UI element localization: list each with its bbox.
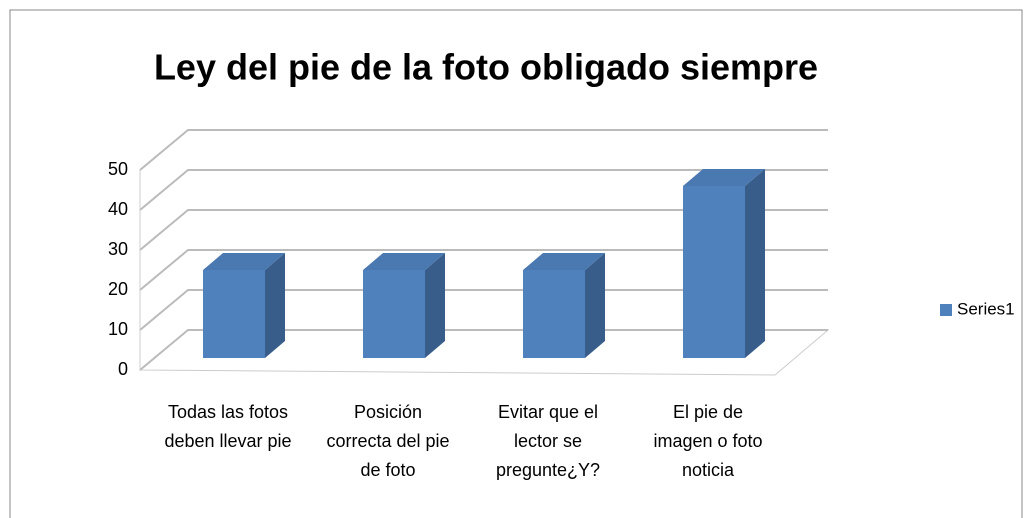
y-tick-label: 0 <box>118 359 128 379</box>
bar <box>523 253 605 358</box>
legend-swatch <box>940 304 952 316</box>
bar-front <box>363 270 425 358</box>
bar <box>203 253 285 358</box>
bar-top <box>363 253 445 270</box>
bar-top <box>523 253 605 270</box>
grid-line <box>139 169 828 211</box>
grid-line <box>139 329 828 371</box>
bar-side <box>585 253 605 358</box>
bar-side <box>745 169 765 358</box>
bar-front <box>683 186 745 358</box>
y-tick-label: 10 <box>108 319 128 339</box>
bar-side <box>425 253 445 358</box>
bar-front <box>203 270 265 358</box>
x-tick-label: Posición correcta del pie de foto <box>326 402 450 480</box>
x-tick-label: El pie de imagen o foto noticia <box>653 402 763 480</box>
grid-line <box>139 249 828 291</box>
grid-line <box>139 289 828 331</box>
bar-top <box>683 169 765 186</box>
bar-top <box>203 253 285 270</box>
grid-line <box>139 129 828 171</box>
y-tick-label: 40 <box>108 199 128 219</box>
bar <box>683 169 765 358</box>
legend-label: Series1 <box>957 299 1015 318</box>
x-tick-label: Evitar que el lector se pregunte¿Y? <box>495 402 601 480</box>
y-tick-label: 30 <box>108 239 128 259</box>
bar-front <box>523 270 585 358</box>
y-tick-label: 20 <box>108 279 128 299</box>
x-tick-label: Todas las fotos deben llevar pie <box>164 402 292 451</box>
grid-line <box>139 209 828 251</box>
chart-title: Ley del pie de la foto obligado siempre <box>154 47 818 88</box>
bar-side <box>265 253 285 358</box>
y-tick-label: 50 <box>108 159 128 179</box>
chart-border <box>9 9 1023 518</box>
bar <box>363 253 445 358</box>
